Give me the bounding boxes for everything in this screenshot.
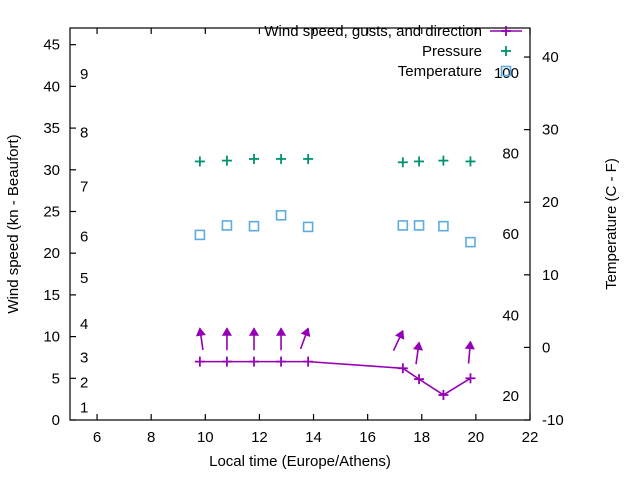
data-point-marker [397,220,409,231]
beaufort-inner-label: 5 [80,270,88,287]
wind-direction-arrow [395,329,405,340]
y2-axis-tick-label: 40 [542,49,559,66]
y-axis-tick-label: 25 [43,203,60,220]
fahrenheit-inner-label: 20 [502,388,519,405]
y-axis-tick-label: 30 [43,162,60,179]
x-axis-tick-label: 18 [413,429,430,446]
wind-direction-arrow [464,340,475,350]
y-axis-tick-label: 35 [43,120,60,137]
y-axis-tick-label: 15 [43,287,60,304]
series-line-wind-speed [199,360,471,396]
y2-axis-tick-label: 0 [542,339,550,356]
data-point-marker [221,220,233,231]
wind-direction-arrow [195,327,206,337]
y-axis-tick-label: 20 [43,245,60,262]
data-point-marker [248,220,260,232]
x-axis-tick-label: 12 [251,429,268,446]
y2-axis-tick-label: -10 [542,412,564,429]
data-point-marker [465,236,476,248]
y2-axis-tick-label: 30 [542,122,559,139]
beaufort-inner-label: 4 [80,316,88,333]
wind-direction-arrow [300,327,311,338]
y-axis-tick-label: 40 [43,78,60,95]
data-point-marker [194,229,206,241]
wind-direction-arrow [248,327,260,336]
x-axis-tick-label: 6 [93,429,101,446]
beaufort-inner-label: 9 [80,66,88,83]
beaufort-inner-label: 3 [80,349,88,366]
x-axis-tick-label: 16 [359,429,376,446]
y-axis-tick-label: 10 [43,329,60,346]
y-axis-tick-label: 0 [52,412,60,429]
beaufort-inner-label: 2 [80,374,88,391]
x-axis-tick-label: 20 [468,429,485,446]
legend-swatch-marker [500,65,512,77]
y2-axis-tick-label: 10 [542,267,559,284]
data-point-marker [275,209,287,221]
beaufort-inner-label: 6 [80,229,88,246]
wind-direction-arrow [275,327,287,336]
y-axis-tick-label: 5 [52,370,60,387]
x-axis-tick-label: 14 [305,429,322,446]
x-axis-title: Local time (Europe/Athens) [209,453,391,470]
wind-direction-arrow [412,341,424,351]
plot-border [69,27,531,421]
x-axis-tick-label: 10 [197,429,214,446]
data-point-marker [302,221,314,233]
legend-label: Wind speed, gusts, and direction [264,23,482,40]
fahrenheit-inner-label: 60 [502,226,519,243]
legend-label: Pressure [422,43,482,60]
data-point-marker [413,220,425,231]
fahrenheit-inner-label: 40 [502,307,519,324]
fahrenheit-inner-label: 80 [502,146,519,163]
beaufort-inner-label: 1 [80,399,88,416]
x-axis-tick-label: 22 [522,429,539,446]
beaufort-inner-label: 7 [80,178,88,195]
data-point-marker [438,220,449,232]
y2-axis-tick-label: 20 [542,194,559,211]
y-axis-tick-label: 45 [43,37,60,54]
legend-label: Temperature [398,63,482,80]
y-axis-title: Wind speed (kn - Beaufort) [5,134,22,313]
x-axis-tick-label: 8 [147,429,155,446]
y2-axis-title: Temperature (C - F) [603,158,620,290]
wind-direction-arrow [221,327,233,336]
beaufort-inner-label: 8 [80,124,88,141]
fahrenheit-inner-label: 100 [494,65,519,82]
